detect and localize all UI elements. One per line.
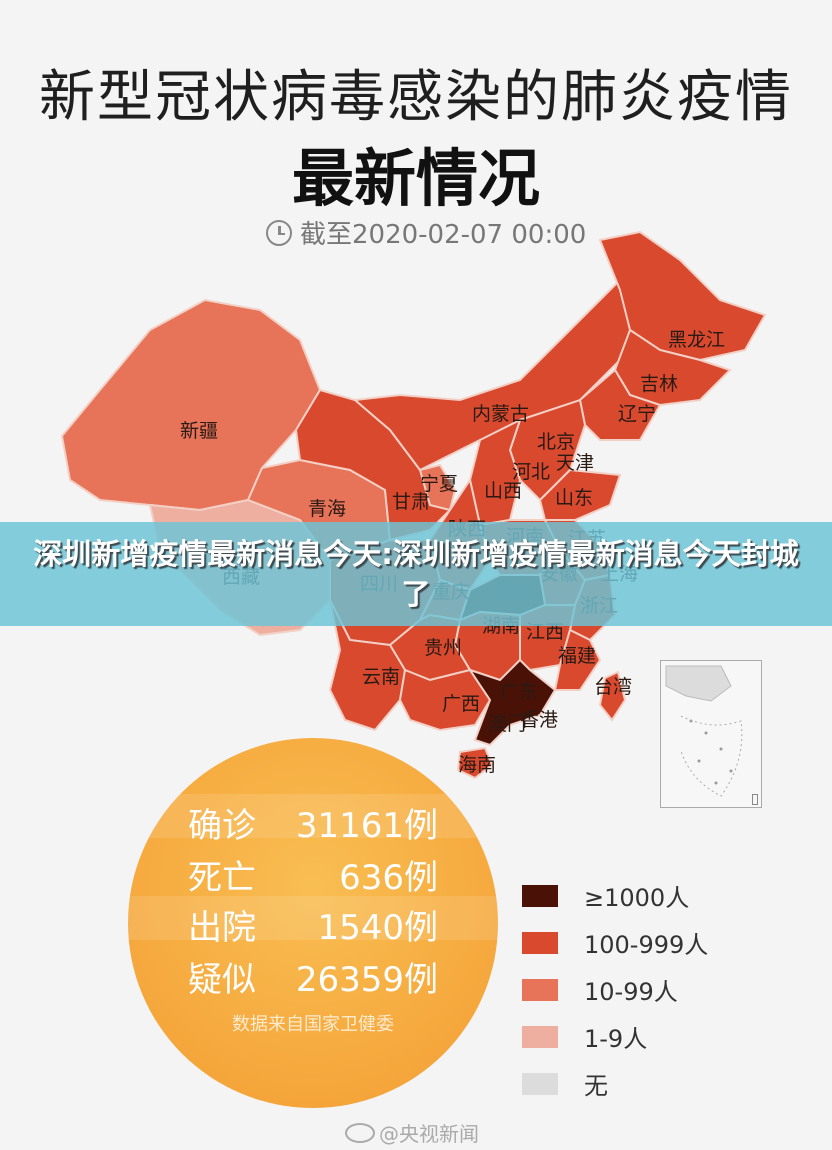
map-title: 新型冠状病毒感染的肺炎疫情	[39, 65, 793, 130]
stats-circle: 确诊 31161例 死亡 636例 出院 1540例 疑似 26359例 数据来…	[128, 738, 498, 1108]
label-jiangxi: 江西	[526, 621, 564, 643]
legend: ≥1000人 100-999人 10-99人 1-9人 无	[522, 872, 708, 1107]
province-yunnan	[328, 599, 407, 732]
stat-suspected: 疑似 26359例	[188, 952, 488, 1001]
legend-swatch	[522, 1072, 558, 1095]
dateline: 截至2020-02-07 00:00	[266, 214, 586, 251]
stat-value: 636例	[339, 858, 438, 898]
inset-map	[665, 665, 743, 797]
label-heilongjiang: 黑龙江	[668, 329, 725, 351]
stat-label: 出院	[188, 908, 256, 948]
label-fujian: 福建	[558, 645, 596, 667]
legend-swatch	[522, 978, 558, 1001]
legend-label: ≥1000人	[584, 884, 690, 912]
watermark: @央视新闻	[345, 1118, 479, 1147]
label-hebei: 河北	[512, 461, 550, 483]
legend-label: 无	[584, 1072, 608, 1100]
label-beijing: 北京	[537, 431, 575, 453]
stats-source: 数据来自国家卫健委	[232, 1014, 394, 1035]
headline-banner: 深圳新增疫情最新消息今天:深圳新增疫情最新消息今天封城了	[0, 522, 832, 626]
legend-item: ≥1000人	[522, 872, 708, 919]
stat-value: 31161例	[295, 806, 438, 846]
legend-item: 无	[522, 1060, 708, 1107]
headline-text: 深圳新增疫情最新消息今天:深圳新增疫情最新消息今天封城了	[33, 537, 799, 611]
label-guangxi: 广西	[442, 693, 480, 715]
label-macau: 澳门	[488, 713, 526, 735]
label-guizhou: 贵州	[424, 637, 462, 659]
label-neimenggu: 内蒙古	[472, 403, 529, 425]
label-liaoning: 辽宁	[618, 403, 656, 425]
province-guangdong	[467, 658, 557, 747]
label-taiwan: 台湾	[594, 676, 632, 698]
weibo-logo-icon	[345, 1122, 375, 1143]
label-guangdong: 广东	[500, 681, 538, 703]
legend-label: 10-99人	[584, 978, 678, 1006]
label-jilin: 吉林	[640, 373, 678, 395]
map-subtitle: 最新情况	[291, 142, 540, 215]
legend-item: 1-9人	[522, 1013, 708, 1060]
label-qinghai: 青海	[308, 498, 346, 520]
stat-value: 26359例	[295, 960, 438, 1000]
province-ningxia	[418, 463, 457, 512]
province-hainan	[456, 746, 494, 780]
legend-swatch	[522, 884, 558, 907]
label-xinjiang: 新疆	[180, 420, 218, 442]
inset-label: ​	[752, 794, 758, 805]
label-gansu: 甘肃	[392, 491, 430, 513]
stat-label: 死亡	[188, 858, 256, 898]
label-yunnan: 云南	[362, 666, 400, 688]
legend-swatch	[522, 1025, 558, 1048]
clock-icon	[266, 219, 292, 246]
province-liaoning	[578, 368, 662, 441]
province-taiwan	[598, 670, 627, 722]
label-shanxi: 山西	[484, 480, 522, 502]
stat-value: 1540例	[317, 908, 438, 948]
legend-item: 10-99人	[522, 966, 708, 1013]
stat-label: 疑似	[188, 960, 256, 1000]
dateline-text: 截至2020-02-07 00:00	[300, 220, 587, 250]
province-heilongjiang	[598, 230, 767, 362]
stat-deaths: 死亡 636例	[188, 850, 488, 899]
stat-confirmed: 确诊 31161例	[188, 798, 488, 847]
legend-item: 100-999人	[522, 919, 708, 966]
label-hongkong: 香港	[520, 709, 558, 731]
label-tianjin: 天津	[556, 452, 594, 474]
legend-swatch	[522, 931, 558, 954]
label-ningxia: 宁夏	[420, 473, 458, 495]
stat-label: 确诊	[188, 806, 256, 846]
legend-label: 100-999人	[584, 931, 709, 959]
legend-label: 1-9人	[584, 1025, 648, 1053]
stat-discharged: 出院 1540例	[188, 900, 488, 949]
watermark-text: @央视新闻	[379, 1122, 479, 1146]
label-hainan: 海南	[458, 754, 496, 776]
province-guangxi	[398, 668, 492, 732]
label-shandong: 山东	[555, 487, 593, 509]
south-china-sea-inset: ​	[660, 660, 762, 808]
